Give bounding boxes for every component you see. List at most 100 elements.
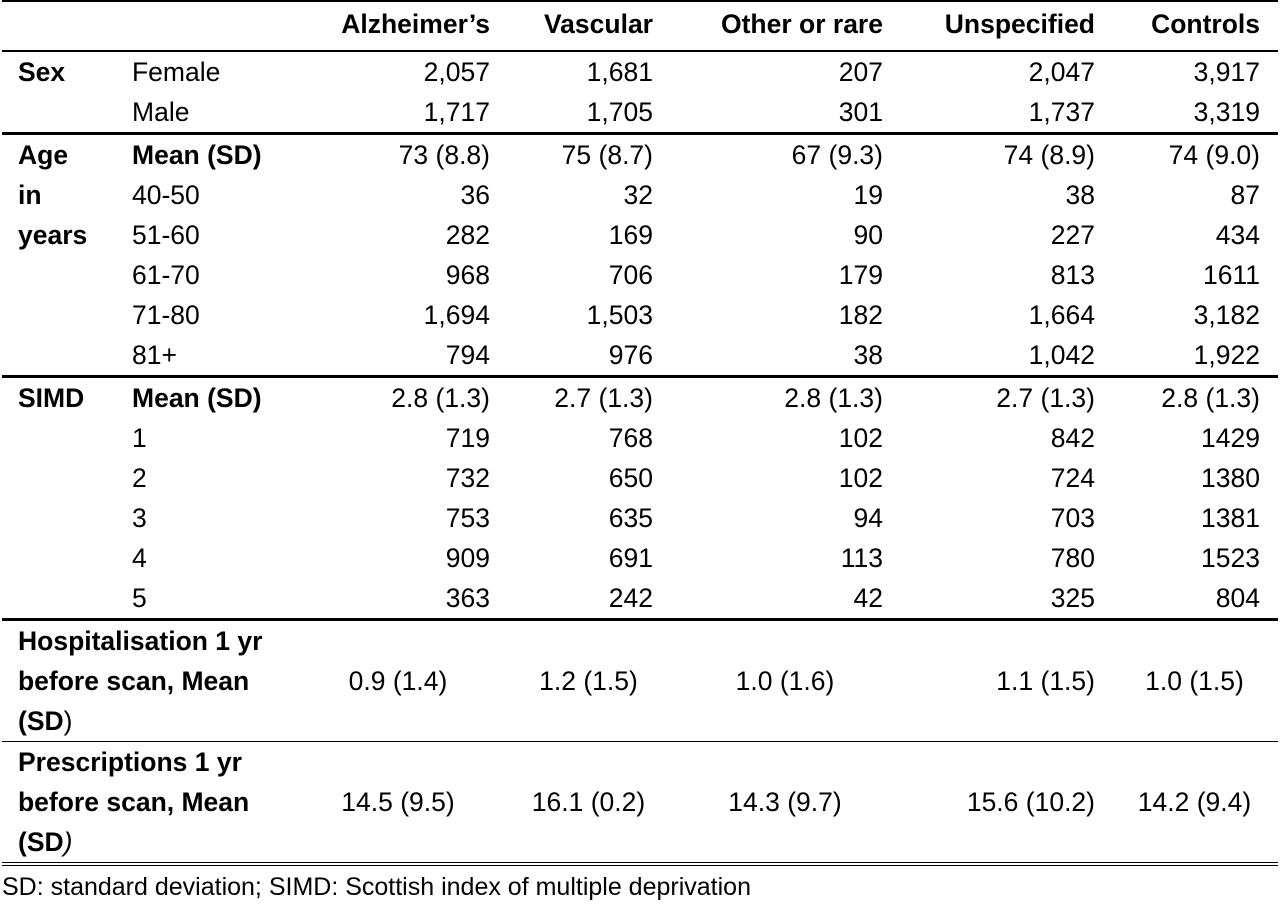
cell-vascular: 75 (8.7) [508, 132, 671, 175]
cell-unspecified: 1.1 (1.5) [901, 618, 1113, 742]
row-label: 40-50 [132, 180, 200, 210]
age-label-line: years [18, 220, 88, 250]
header-vascular: Vascular [508, 0, 671, 52]
cell-other-or-rare: 94 [853, 503, 883, 533]
cell-controls: 14.2 (9.4) [1113, 741, 1278, 866]
prescriptions-label: Prescriptions 1 yr before scan, Mean (SD… [2, 741, 290, 866]
header-other-or-rare: Other or rare [671, 0, 901, 52]
cell-alzheimers: 14.5 (9.5) [290, 741, 508, 866]
cell-vascular: 1,681 [586, 57, 653, 87]
cell-controls: 1.0 (1.5) [1113, 618, 1278, 742]
hospitalisation-label-line1: Hospitalisation 1 yr [18, 626, 263, 656]
cell-controls: 3,319 [1193, 97, 1260, 127]
sex-group-label: Sex [18, 57, 66, 87]
cell-other-or-rare: 301 [838, 97, 883, 127]
age-81-plus-row: 81+ 794 976 38 1,042 1,922 [2, 335, 1278, 377]
label-text: ) [63, 827, 73, 857]
label-text: SD [26, 706, 64, 736]
cell-alzheimers: 753 [445, 503, 490, 533]
sex-male-row: Male 1,717 1,705 301 1,737 3,319 [2, 92, 1278, 134]
label-text: SD [26, 827, 64, 857]
cell-controls: 74 (9.0) [1113, 132, 1278, 175]
simd-4-row: 4 909 691 113 780 1523 [2, 538, 1278, 578]
prescriptions-label-line2: before scan, Mean (SD) [18, 782, 272, 862]
row-label: Mean (SD) [116, 375, 290, 418]
cell-other-or-rare: 67 (9.3) [671, 132, 901, 175]
header-blank-1 [2, 0, 116, 52]
prescriptions-label-line1: Prescriptions 1 yr [18, 747, 242, 777]
row-label: 61-70 [132, 260, 200, 290]
row-label: 3 [132, 503, 147, 533]
row-label: 1 [132, 423, 147, 453]
demographics-table: Alzheimer’s Vascular Other or rare Unspe… [2, 0, 1278, 866]
cell-other-or-rare: 207 [838, 57, 883, 87]
prescriptions-row: Prescriptions 1 yr before scan, Mean (SD… [2, 741, 1278, 866]
row-label: 2 [132, 463, 147, 493]
cell-other-or-rare: 2.8 (1.3) [671, 375, 901, 418]
row-label: 71-80 [132, 300, 200, 330]
cell-alzheimers: 73 (8.8) [290, 132, 508, 175]
cell-unspecified: 842 [1050, 423, 1095, 453]
cell-vascular: 706 [608, 260, 653, 290]
cell-alzheimers: 2.8 (1.3) [290, 375, 508, 418]
row-label: 4 [132, 543, 147, 573]
cell-controls: 87 [1230, 180, 1260, 210]
cell-unspecified: 1,042 [1028, 340, 1095, 370]
header-row: Alzheimer’s Vascular Other or rare Unspe… [2, 0, 1278, 52]
cell-unspecified: 74 (8.9) [901, 132, 1113, 175]
label-text: before scan, Mean ( [18, 787, 250, 857]
age-group-label: Age in years [2, 132, 116, 377]
cell-vascular: 16.1 (0.2) [508, 741, 671, 866]
cell-alzheimers: 282 [445, 220, 490, 250]
cell-other-or-rare: 38 [853, 340, 883, 370]
cell-controls: 3,182 [1193, 300, 1260, 330]
cell-controls: 804 [1215, 583, 1260, 613]
simd-group-label: SIMD [2, 375, 116, 620]
cell-other-or-rare: 113 [840, 543, 883, 573]
cell-alzheimers: 909 [445, 543, 490, 573]
cell-controls: 3,917 [1193, 57, 1260, 87]
label-text: ) [63, 706, 73, 736]
cell-alzheimers: 719 [445, 423, 490, 453]
cell-controls: 1381 [1201, 503, 1260, 533]
row-label: Mean (SD) [116, 132, 290, 175]
simd-1-row: 1 719 768 102 842 1429 [2, 418, 1278, 458]
row-label: 81+ [132, 340, 177, 370]
age-mean-row: Age in years Mean (SD) 73 (8.8) 75 (8.7)… [2, 132, 1278, 377]
cell-alzheimers: 36 [460, 180, 490, 210]
cell-vascular: 1,705 [586, 97, 653, 127]
header-alzheimers: Alzheimer’s [290, 0, 508, 52]
cell-alzheimers: 0.9 (1.4) [290, 618, 508, 742]
sex-female-row: Sex Female 2,057 1,681 207 2,047 3,917 [2, 51, 1278, 92]
hospitalisation-label-line2: before scan, Mean (SD) [18, 661, 272, 741]
simd-2-row: 2 732 650 102 724 1380 [2, 458, 1278, 498]
cell-other-or-rare: 1.0 (1.6) [671, 618, 901, 742]
header-unspecified: Unspecified [901, 0, 1113, 52]
cell-other-or-rare: 182 [838, 300, 883, 330]
cell-alzheimers: 2,057 [423, 57, 490, 87]
cell-controls: 1380 [1201, 463, 1260, 493]
cell-controls: 2.8 (1.3) [1113, 375, 1278, 418]
row-label: Male [132, 97, 190, 127]
cell-vascular: 32 [623, 180, 653, 210]
row-label: 5 [132, 583, 147, 613]
age-71-80-row: 71-80 1,694 1,503 182 1,664 3,182 [2, 295, 1278, 335]
age-51-60-row: 51-60 282 169 90 227 434 [2, 215, 1278, 255]
cell-controls: 1611 [1203, 260, 1260, 290]
hospitalisation-row: Hospitalisation 1 yr before scan, Mean (… [2, 618, 1278, 742]
cell-unspecified: 38 [1065, 180, 1095, 210]
age-label-line: in [18, 180, 42, 210]
cell-alzheimers: 794 [445, 340, 490, 370]
cell-unspecified: 1,737 [1028, 97, 1095, 127]
cell-other-or-rare: 14.3 (9.7) [671, 741, 901, 866]
cell-alzheimers: 1,694 [423, 300, 490, 330]
simd-3-row: 3 753 635 94 703 1381 [2, 498, 1278, 538]
cell-vascular: 635 [608, 503, 653, 533]
cell-unspecified: 325 [1050, 583, 1095, 613]
cell-other-or-rare: 102 [838, 423, 883, 453]
header-blank-2 [116, 0, 290, 52]
cell-unspecified: 15.6 (10.2) [901, 741, 1113, 866]
cell-unspecified: 227 [1050, 220, 1095, 250]
cell-vascular: 169 [608, 220, 653, 250]
cell-other-or-rare: 19 [853, 180, 883, 210]
